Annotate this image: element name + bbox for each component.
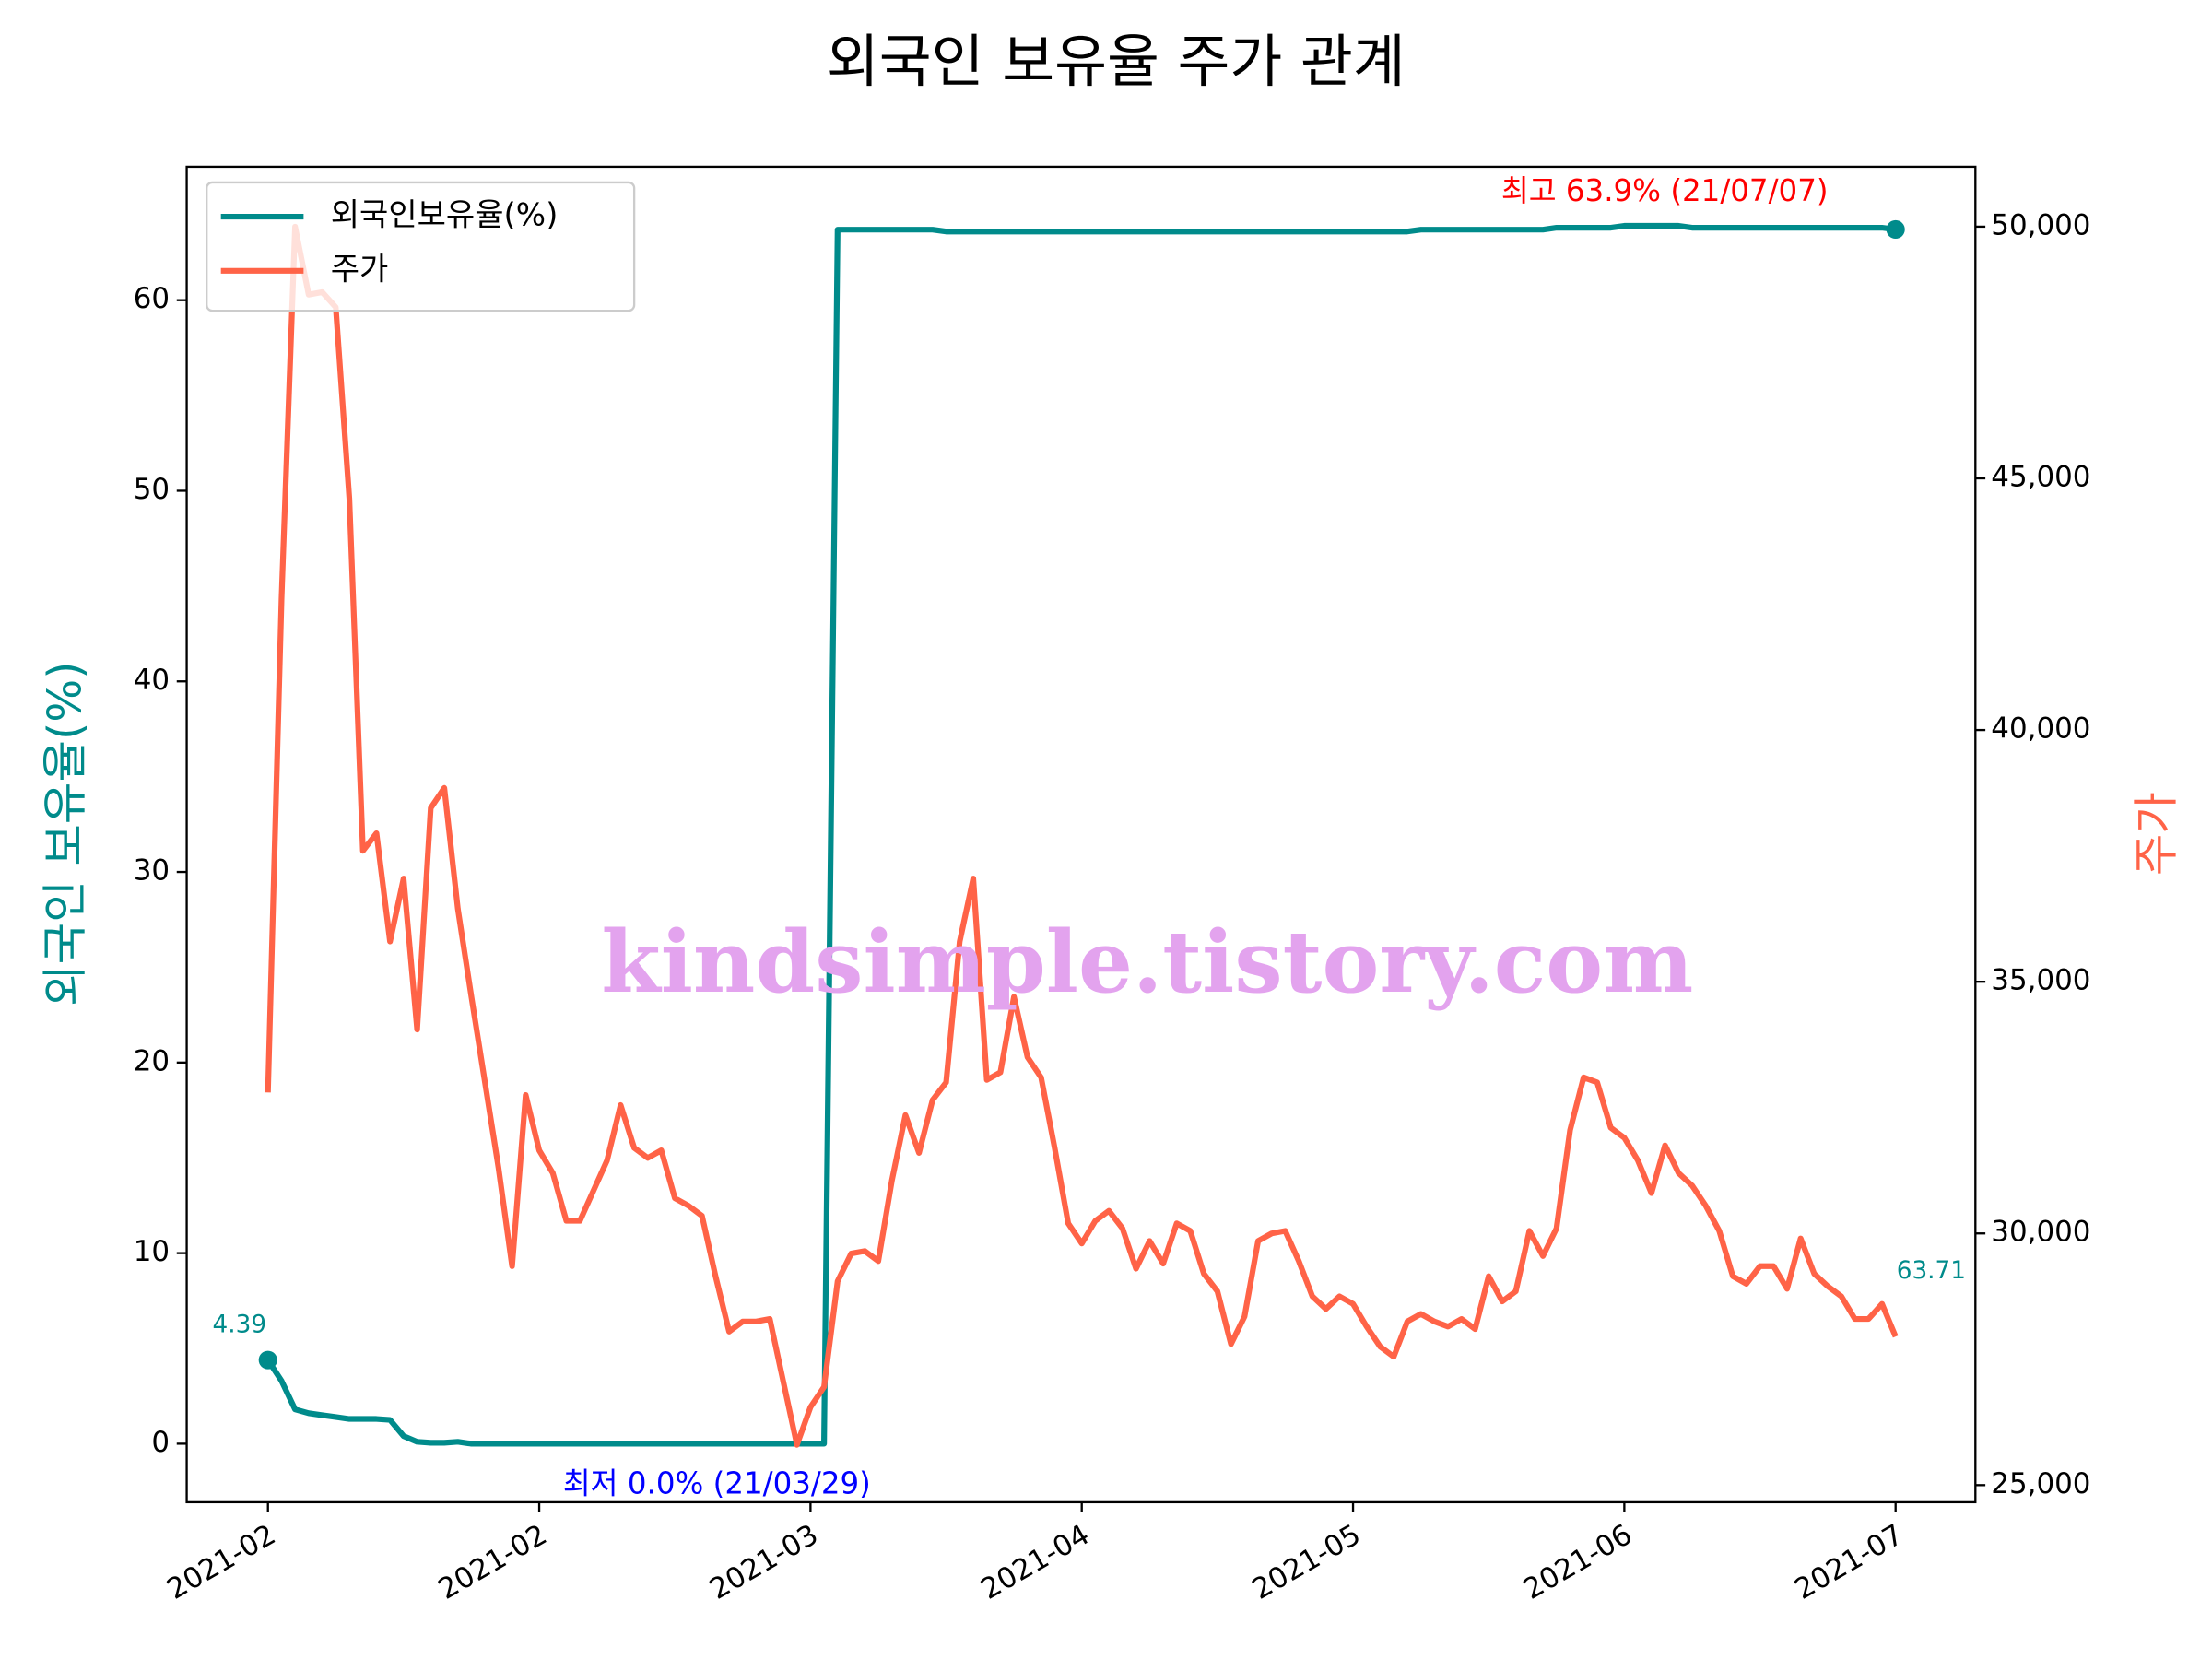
y-tick-label: 50: [134, 473, 170, 506]
y2-tick-label: 45,000: [1991, 461, 2090, 494]
endpoint-marker: [258, 1350, 277, 1370]
y-axis-label: 외국인 보유율(%): [39, 661, 92, 1006]
series-line: [265, 222, 1897, 1447]
y-tick-label: 20: [134, 1044, 170, 1077]
endpoint-marker: [1886, 219, 1905, 240]
y2-tick-label: 50,000: [1991, 208, 2090, 241]
annotation: 최고 63.9% (21/07/07): [1501, 173, 1829, 208]
y-tick-label: 10: [134, 1235, 170, 1268]
y2-tick-label: 30,000: [1991, 1216, 2090, 1249]
legend-label: 주가: [331, 251, 389, 288]
chart-title: 외국인 보유율 주가 관계: [827, 29, 1406, 95]
plot-frame: [185, 165, 1977, 1504]
watermark: kindsimple.tistory.com: [601, 912, 1693, 1012]
series-line: [265, 223, 1899, 1448]
legend-box: [206, 181, 636, 312]
y2-axis-label: 주가: [2129, 792, 2183, 876]
y2-tick-label: 35,000: [1991, 964, 2090, 997]
y2-tick-label: 25,000: [1991, 1467, 2090, 1500]
y2-tick-label: 40,000: [1991, 712, 2090, 746]
y-tick-label: 30: [134, 854, 170, 888]
annotation: 63.71: [1897, 1257, 1966, 1285]
legend-label: 외국인보유율(%): [331, 197, 559, 234]
y-tick-label: 0: [151, 1426, 170, 1459]
y-tick-label: 60: [134, 282, 170, 315]
annotation: 4.39: [213, 1312, 266, 1339]
annotation: 최저 0.0% (21/03/29): [563, 1465, 871, 1500]
y-tick-label: 40: [134, 664, 170, 697]
